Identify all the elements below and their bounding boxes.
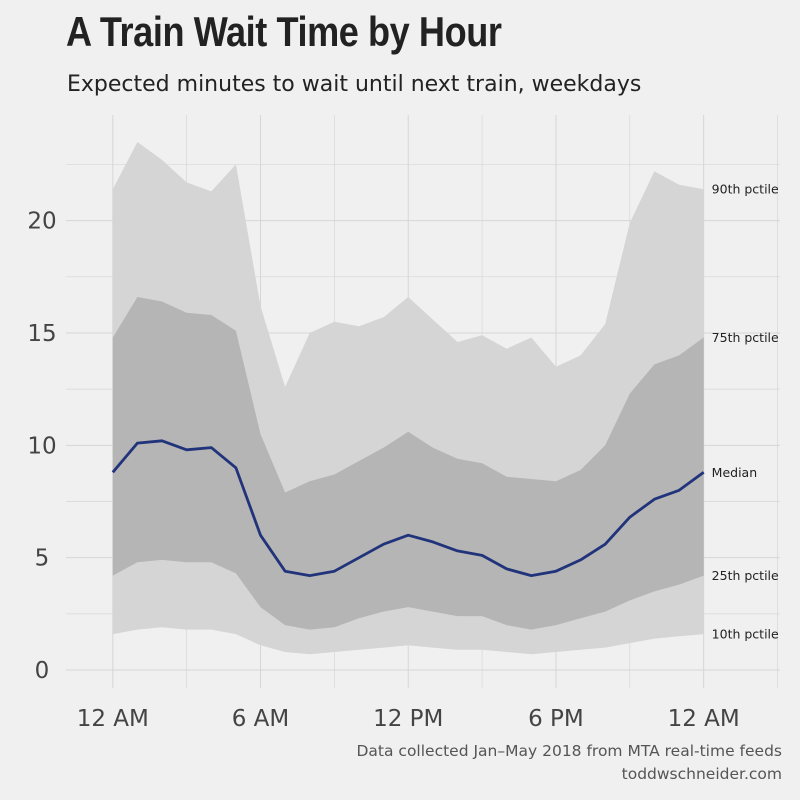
y-tick-label: 10 [27,433,56,459]
chart-subtitle: Expected minutes to wait until next trai… [67,72,642,97]
median-line-layer [111,439,705,577]
series-label: 10th pctile [712,627,779,642]
median-line [111,439,705,577]
y-tick-label: 5 [35,546,50,572]
x-axis-ticks: 12 AM 6 AM 12 PM 6 PM 12 AM [77,706,740,732]
x-tick-label: 6 PM [528,706,584,732]
y-tick-label: 0 [35,658,50,684]
series-label: 75th pctile [712,330,779,345]
x-tick-label: 6 AM [232,706,290,732]
y-tick-label: 15 [27,321,56,347]
percentile-bands [112,142,704,655]
band-labels: 90th pctile 75th pctile Median 25th pctile 1… [712,182,779,642]
series-label: 90th pctile [712,182,779,197]
y-tick-label: 20 [27,209,56,235]
y-axis-ticks: 0 5 10 15 20 [27,209,56,684]
x-tick-label: 12 AM [668,706,740,732]
caption-site: toddwschneider.com [621,765,782,783]
band-25-75 [112,297,704,630]
x-tick-label: 12 PM [373,706,443,732]
caption-source: Data collected Jan–May 2018 from MTA rea… [356,742,782,760]
series-label: Median [712,465,757,480]
x-tick-label: 12 AM [77,706,149,732]
series-label: 25th pctile [712,568,779,583]
chart-title: A Train Wait Time by Hour [66,8,502,55]
